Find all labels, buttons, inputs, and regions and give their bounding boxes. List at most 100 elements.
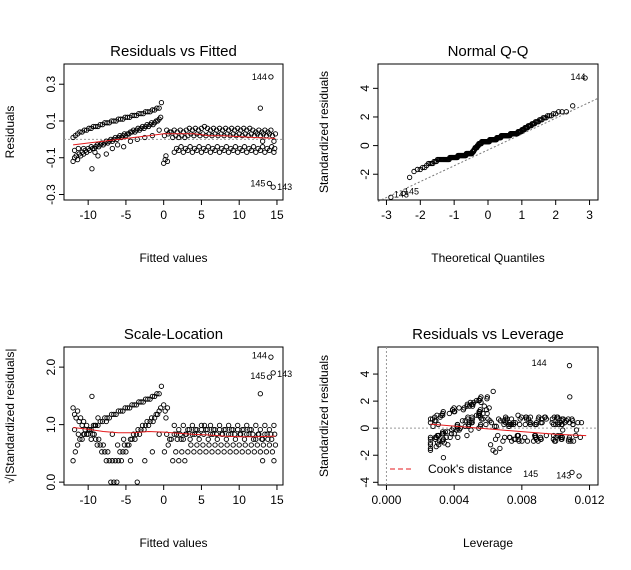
data-point [502, 414, 509, 420]
data-point [138, 399, 144, 405]
x-tick-label: 1 [519, 208, 526, 222]
data-point [117, 408, 124, 414]
data-point [555, 414, 561, 420]
data-point [266, 426, 273, 433]
data-point [221, 426, 227, 433]
data-point [209, 449, 215, 455]
data-point [497, 445, 503, 452]
data-point [427, 442, 434, 448]
data-point [566, 362, 573, 369]
data-point [131, 402, 137, 408]
point-annotation: 144 [252, 351, 267, 361]
data-point [448, 431, 455, 437]
data-point [197, 449, 203, 455]
data-point [149, 393, 156, 400]
data-point [77, 436, 83, 442]
data-point [86, 125, 92, 131]
data-point [232, 436, 239, 442]
data-point [214, 144, 220, 150]
data-point [232, 144, 239, 150]
data-point [515, 432, 522, 439]
data-point [260, 442, 267, 448]
data-point [179, 449, 185, 455]
data-point [251, 449, 257, 455]
data-point [142, 458, 148, 464]
data-point [253, 422, 259, 429]
data-point [259, 436, 266, 442]
data-point [156, 408, 162, 414]
data-point [257, 391, 263, 397]
data-point [153, 411, 159, 418]
data-point [158, 383, 165, 389]
data-point [469, 414, 475, 420]
data-point [257, 105, 263, 111]
data-point [266, 374, 273, 380]
point-annotation: 145 [250, 371, 265, 381]
data-point [109, 458, 115, 464]
smoother-line [430, 423, 587, 437]
data-point [523, 416, 530, 422]
smoother-line [73, 427, 276, 438]
data-point [264, 145, 270, 152]
data-point [443, 434, 449, 441]
data-point [123, 449, 129, 455]
data-point [174, 436, 180, 442]
x-tick-label: -5 [121, 208, 132, 222]
data-point [478, 394, 484, 400]
data-point [543, 416, 549, 422]
data-point [165, 442, 171, 448]
data-point [246, 145, 252, 152]
data-point [427, 440, 434, 446]
data-point [198, 422, 205, 429]
y-axis-label: Residuals [3, 106, 17, 159]
data-point [70, 458, 76, 464]
data-point [173, 449, 179, 455]
data-point [490, 388, 496, 394]
data-point [161, 402, 167, 408]
data-point [270, 184, 276, 190]
data-point [522, 421, 528, 428]
data-point [388, 194, 394, 200]
data-point [104, 415, 110, 421]
data-point [156, 105, 162, 111]
data-point [569, 416, 575, 422]
y-tick-label: -0.3 [44, 184, 58, 205]
data-point [492, 436, 499, 442]
data-point [124, 405, 131, 411]
data-point [248, 442, 254, 448]
x-axis-label: Theoretical Quantiles [431, 251, 544, 265]
x-tick-label: 0.004 [439, 493, 469, 507]
data-point [550, 421, 557, 428]
data-point [149, 107, 156, 113]
point-annotation: 144 [571, 72, 586, 82]
data-point [111, 479, 117, 485]
data-point [88, 436, 94, 442]
data-point [154, 105, 160, 111]
data-point [560, 427, 566, 433]
data-point [188, 442, 194, 448]
x-tick-label: -5 [121, 493, 132, 507]
data-point [241, 144, 248, 150]
data-point [524, 438, 531, 444]
data-point [244, 149, 250, 155]
x-tick-label: 0 [485, 208, 492, 222]
data-point [207, 422, 214, 429]
point-annotation: 144 [252, 72, 267, 82]
data-point [207, 431, 214, 437]
data-point [187, 436, 193, 442]
data-point [225, 149, 232, 155]
data-point [550, 111, 557, 117]
y-tick-label: 2.0 [44, 358, 58, 375]
data-point [96, 436, 102, 442]
data-point [570, 421, 576, 428]
data-point [537, 434, 544, 441]
data-point [182, 458, 188, 464]
y-tick-label: 1.0 [44, 416, 58, 433]
data-point [464, 403, 470, 409]
data-point [187, 144, 193, 150]
data-point [158, 114, 164, 120]
data-point [570, 438, 577, 444]
data-point [171, 431, 177, 437]
points-group [427, 362, 585, 479]
data-point [135, 426, 141, 433]
